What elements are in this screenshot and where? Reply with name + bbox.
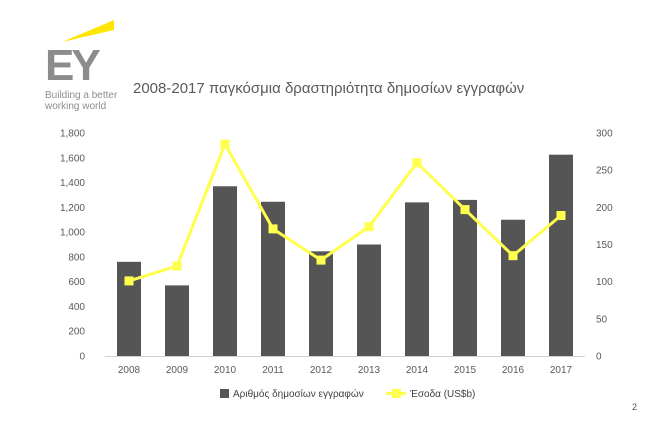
bar-2010 xyxy=(213,186,237,356)
x-tick-label: 2014 xyxy=(406,365,429,376)
legend: Αριθμός δημοσίων εγγραφών Έσοδα (US$b) xyxy=(220,388,475,400)
legend-line-label: Έσοδα (US$b) xyxy=(409,389,475,400)
right-axis: 0 50 100 150 200 250 300 xyxy=(596,129,613,363)
bar-2008 xyxy=(117,261,141,356)
ey-beam-shape xyxy=(62,20,114,42)
left-tick-label: 200 xyxy=(68,327,85,338)
page-mark: 2 xyxy=(632,402,638,412)
ey-logo: EY xyxy=(45,41,101,90)
left-tick-label: 600 xyxy=(68,277,85,288)
revenue-point-2015 xyxy=(460,205,470,215)
revenue-point-2011 xyxy=(268,224,278,234)
revenue-line xyxy=(128,140,562,283)
ey-tagline: Building a better working world xyxy=(45,90,145,112)
revenue-point-2010 xyxy=(220,139,230,149)
bar-2015 xyxy=(453,199,477,356)
revenue-point-2014 xyxy=(412,158,422,168)
revenue-point-2009 xyxy=(172,261,182,271)
left-tick-label: 0 xyxy=(79,352,85,363)
x-tick-label: 2012 xyxy=(310,365,333,376)
x-tick-label: 2011 xyxy=(262,365,284,376)
revenue-point-2012 xyxy=(316,255,326,265)
x-axis: 2008 2009 2010 2011 2012 2013 2014 2015 2016 2017 xyxy=(105,356,585,376)
x-tick-label: 2008 xyxy=(118,365,141,376)
ey-beam-icon xyxy=(62,20,114,42)
revenue-point-2017 xyxy=(556,211,566,221)
chart-title: 2008-2017 παγκόσμια δραστηριότητα δημοσί… xyxy=(133,80,525,97)
right-tick-label: 200 xyxy=(596,203,613,214)
right-tick-label: 100 xyxy=(596,277,613,288)
x-tick-label: 2015 xyxy=(454,365,477,376)
right-tick-label: 50 xyxy=(596,314,608,325)
left-tick-label: 1,000 xyxy=(60,228,85,239)
right-tick-label: 0 xyxy=(596,352,602,363)
bar-2013 xyxy=(357,244,381,356)
ey-tagline-line1: Building a better xyxy=(45,90,118,101)
bar-series xyxy=(117,154,573,356)
bar-2014 xyxy=(405,202,429,356)
left-tick-label: 1,400 xyxy=(60,178,85,189)
right-tick-label: 300 xyxy=(596,129,613,140)
x-tick-label: 2016 xyxy=(502,365,525,376)
legend-bar-swatch xyxy=(220,389,229,398)
x-tick-label: 2010 xyxy=(214,365,237,376)
revenue-point-2016 xyxy=(508,251,518,261)
x-tick-label: 2009 xyxy=(166,365,189,376)
revenue-point-2008 xyxy=(124,276,134,286)
ey-tagline-line2: working world xyxy=(45,101,107,112)
revenue-point-2013 xyxy=(364,222,374,232)
line-series xyxy=(124,139,566,286)
legend-line-swatch xyxy=(392,389,401,398)
left-axis: 0 200 400 600 800 1,000 1,200 1,400 1,600 1,800 xyxy=(60,129,85,363)
bar-2012 xyxy=(309,251,333,356)
bar-2017 xyxy=(549,154,573,356)
left-tick-label: 800 xyxy=(68,252,85,263)
x-tick-label: 2013 xyxy=(358,365,381,376)
left-tick-label: 1,800 xyxy=(60,129,85,140)
x-tick-label: 2017 xyxy=(550,365,573,376)
bar-2009 xyxy=(165,285,189,356)
right-tick-label: 150 xyxy=(596,240,613,251)
bar-2016 xyxy=(501,219,525,356)
legend-bar-label: Αριθμός δημοσίων εγγραφών xyxy=(233,388,364,400)
left-tick-label: 1,200 xyxy=(60,203,85,214)
right-tick-label: 250 xyxy=(596,166,613,177)
left-tick-label: 400 xyxy=(68,302,85,313)
left-tick-label: 1,600 xyxy=(60,153,85,164)
